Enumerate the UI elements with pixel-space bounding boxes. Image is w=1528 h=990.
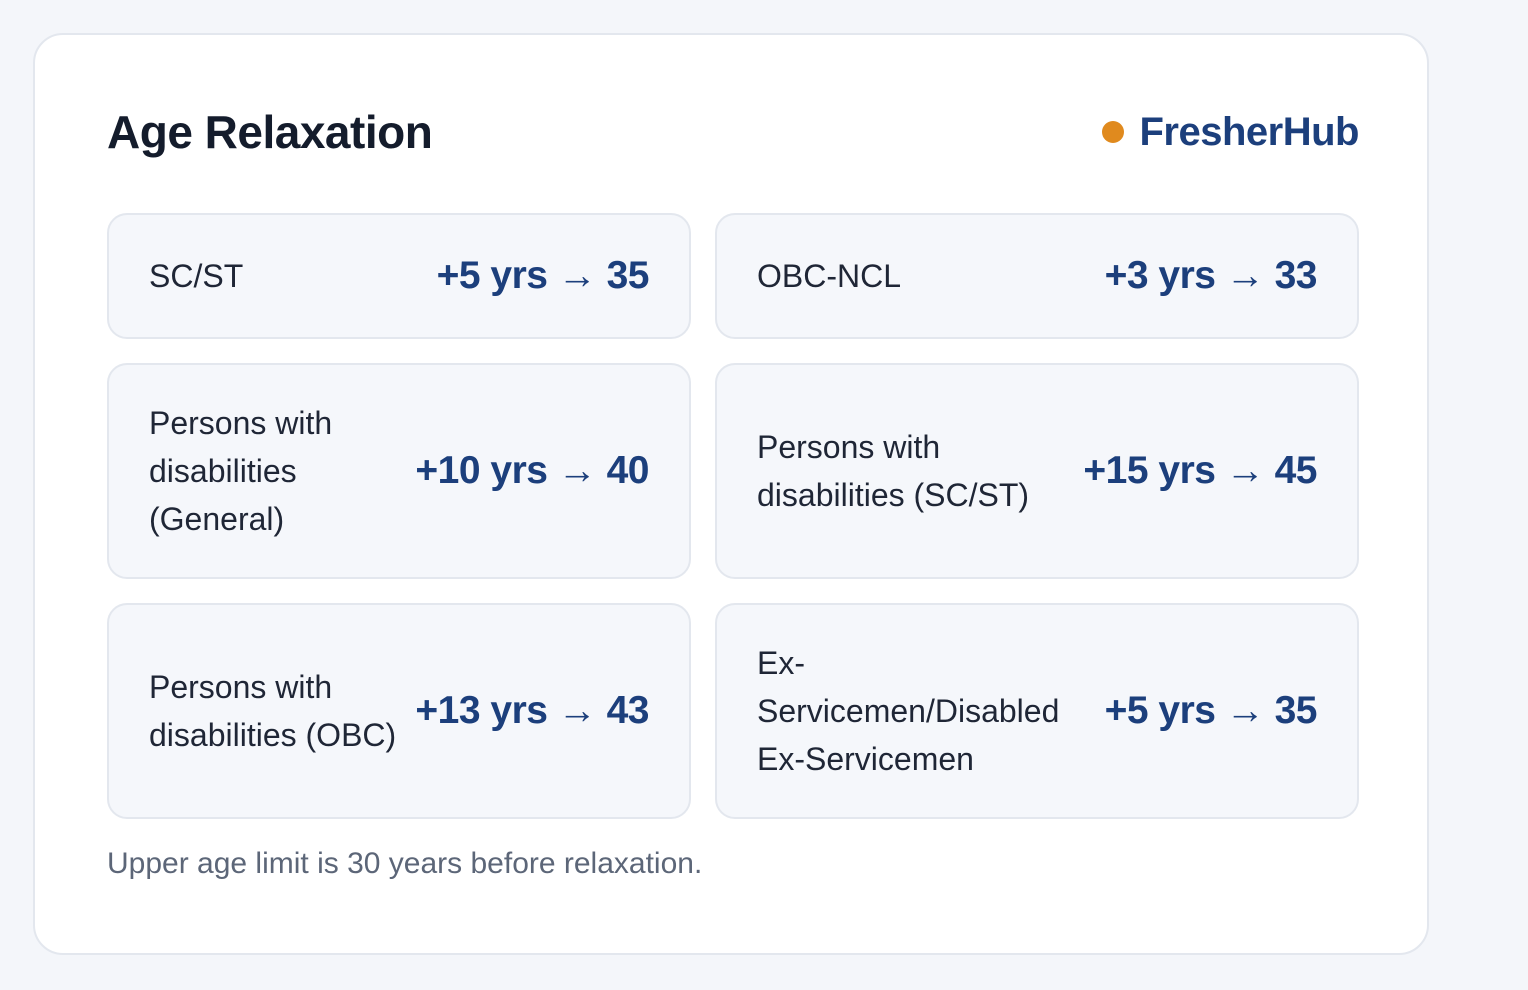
relaxation-category: Ex-Servicemen/Disabled Ex-Servicemen [757,645,1060,777]
age-relaxation-card: Age Relaxation FresherHub SC/ST +5 yrs →… [33,33,1429,955]
brand: FresherHub [1101,109,1360,155]
relaxation-item-sc-st: SC/ST +5 yrs → 35 [107,213,691,339]
relaxation-category: OBC-NCL [757,258,902,294]
relaxation-category: Persons with disabilities (OBC) [149,669,397,753]
relaxation-item-obc-ncl: OBC-NCL +3 yrs → 33 [715,213,1359,339]
relaxation-value: +10 yrs → 40 [415,449,649,492]
relaxation-category: Persons with disabilities (SC/ST) [757,429,1030,513]
relaxation-value: +13 yrs → 43 [415,689,649,732]
relaxation-value: +3 yrs → 33 [1104,254,1318,297]
card-header: Age Relaxation FresherHub [107,97,1359,167]
card-title: Age Relaxation [107,106,433,158]
relaxation-value: +15 yrs → 45 [1083,449,1317,492]
footer-note: Upper age limit is 30 years before relax… [107,847,703,880]
relaxation-grid: SC/ST +5 yrs → 35 OBC-NCL +3 yrs → 33 Pe… [107,213,1359,819]
brand-dot-icon [1101,121,1124,143]
relaxation-item-pwd-obc: Persons with disabilities (OBC) +13 yrs … [107,603,691,819]
relaxation-item-ex-servicemen: Ex-Servicemen/Disabled Ex-Servicemen +5 … [715,603,1359,819]
relaxation-value: +5 yrs → 35 [436,254,650,297]
brand-name: FresherHub [1139,109,1360,154]
relaxation-item-pwd-general: Persons with disabilities (General) +10 … [107,363,691,579]
relaxation-item-pwd-sc-st: Persons with disabilities (SC/ST) +15 yr… [715,363,1359,579]
relaxation-value: +5 yrs → 35 [1104,689,1318,732]
relaxation-category: Persons with disabilities (General) [149,405,333,537]
relaxation-category: SC/ST [149,258,244,294]
